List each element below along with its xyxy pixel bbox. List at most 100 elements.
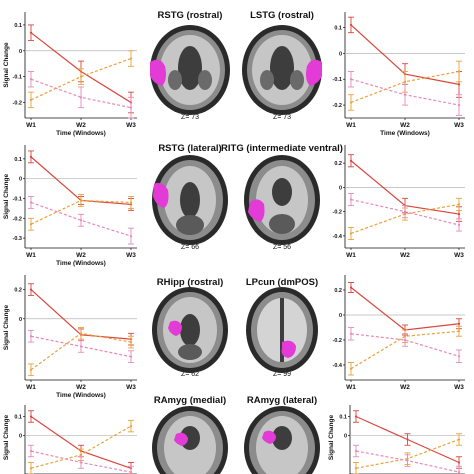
- data-point: [354, 449, 358, 453]
- data-point: [79, 199, 83, 202]
- x-tick-label: W2: [76, 122, 86, 129]
- y-tick-label: -0.4: [333, 363, 343, 369]
- x-tick-label: W3: [454, 384, 464, 391]
- data-point: [457, 438, 461, 441]
- data-point: [406, 438, 409, 441]
- x-tick-label: W3: [454, 252, 464, 259]
- data-point: [349, 232, 353, 235]
- series-line-pink: [350, 333, 460, 357]
- data-point: [349, 159, 353, 162]
- x-tick-label: W1: [346, 252, 356, 259]
- data-point: [29, 223, 33, 226]
- data-point: [349, 23, 353, 27]
- data-point: [129, 201, 133, 204]
- y-tick-label: -0.1: [13, 75, 22, 81]
- data-point: [129, 235, 133, 238]
- data-point: [406, 459, 409, 462]
- x-tick-label: W3: [126, 122, 136, 129]
- y-tick-label: 0.1: [339, 415, 347, 421]
- data-point: [29, 155, 33, 158]
- y-tick-label: 0.1: [334, 26, 342, 32]
- data-point: [129, 340, 133, 344]
- data-point: [349, 367, 353, 370]
- series-line-pink: [30, 201, 132, 237]
- brain-slice-ramyg-lateral: [244, 406, 320, 474]
- region-title: RSTG (lateral): [158, 143, 221, 154]
- data-point: [129, 424, 133, 428]
- data-point: [354, 467, 358, 470]
- y-tick-label: 0: [339, 185, 342, 191]
- x-tick-label: W1: [26, 384, 36, 391]
- data-point: [403, 338, 407, 342]
- data-point: [79, 219, 83, 222]
- data-point: [29, 335, 33, 338]
- data-point: [29, 467, 33, 470]
- x-tick-label: W1: [346, 122, 356, 129]
- y-axis-label: Signal Change: [3, 415, 10, 461]
- x-tick-label: W1: [346, 384, 356, 391]
- data-point: [29, 288, 33, 291]
- data-point: [457, 223, 461, 227]
- y-tick-label: 0: [339, 313, 342, 319]
- data-point: [457, 83, 461, 86]
- x-tick-label: W2: [76, 252, 86, 259]
- y-tick-label: 0: [19, 434, 22, 440]
- x-tick-label: W3: [126, 252, 136, 259]
- x-tick-label: W3: [454, 122, 464, 129]
- brain-slice-rhipp: [152, 287, 228, 373]
- y-axis-label: Signal Change: [328, 415, 335, 461]
- data-point: [457, 212, 461, 216]
- series-line-pink: [30, 78, 132, 109]
- y-tick-label: 0.2: [334, 161, 342, 167]
- data-point: [129, 57, 133, 60]
- y-axis-label: Signal Change: [3, 42, 10, 88]
- y-tick-label: 0.1: [14, 23, 22, 29]
- data-point: [457, 322, 461, 325]
- brain-slice-rstg-rostral: [150, 25, 230, 115]
- brain-slice-ritg: [244, 155, 320, 245]
- y-tick-label: 0: [339, 51, 342, 57]
- x-tick-label: W2: [400, 252, 410, 259]
- y-axis-label: Signal Change: [3, 174, 10, 220]
- region-title: RAmyg (lateral): [247, 395, 317, 406]
- series-line-red: [350, 287, 460, 331]
- data-point: [79, 96, 83, 99]
- panel-row4-left: 0.10W1W2W3Signal Change: [3, 405, 137, 474]
- y-tick-label: 0.2: [14, 288, 22, 294]
- y-tick-label: 0: [344, 434, 347, 440]
- x-axis-label: Time (Windows): [56, 392, 106, 399]
- z-label: Z= 73: [181, 114, 199, 121]
- x-tick-label: W2: [400, 122, 410, 129]
- data-point: [457, 461, 461, 464]
- data-point: [457, 355, 461, 358]
- x-tick-label: W1: [26, 252, 36, 259]
- x-axis-label: Time (Windows): [56, 130, 106, 137]
- data-point: [457, 470, 461, 474]
- data-point: [457, 330, 461, 333]
- region-title: RITG (intermediate ventral): [221, 143, 343, 154]
- region-title: LSTG (rostral): [250, 10, 314, 21]
- y-tick-label: -0.2: [333, 210, 342, 216]
- region-title: RSTG (rostral): [158, 10, 223, 21]
- region-title: RAmyg (medial): [154, 395, 226, 406]
- data-point: [29, 31, 33, 34]
- panel-row1-left: 0.1 0 -0.1 -0.2 W1 W2 W3 Time (Windows) Signal C…: [3, 12, 137, 137]
- brain-slice-rstg-lateral: [152, 155, 228, 245]
- x-tick-label: W3: [126, 384, 136, 391]
- y-axis-label: Signal Change: [3, 305, 10, 351]
- data-point: [129, 106, 133, 109]
- z-label: Z= 99: [273, 371, 291, 378]
- region-title: RHipp (rostral): [157, 277, 224, 288]
- data-point: [29, 415, 33, 418]
- data-point: [403, 210, 407, 213]
- y-tick-label: 0: [19, 177, 22, 183]
- data-point: [349, 286, 353, 289]
- data-point: [29, 201, 33, 204]
- data-point: [457, 70, 461, 73]
- y-tick-label: -0.2: [13, 216, 22, 222]
- x-tick-label: W1: [26, 122, 36, 129]
- data-point: [349, 101, 353, 104]
- y-tick-label: 0: [19, 49, 22, 55]
- data-point: [79, 332, 83, 335]
